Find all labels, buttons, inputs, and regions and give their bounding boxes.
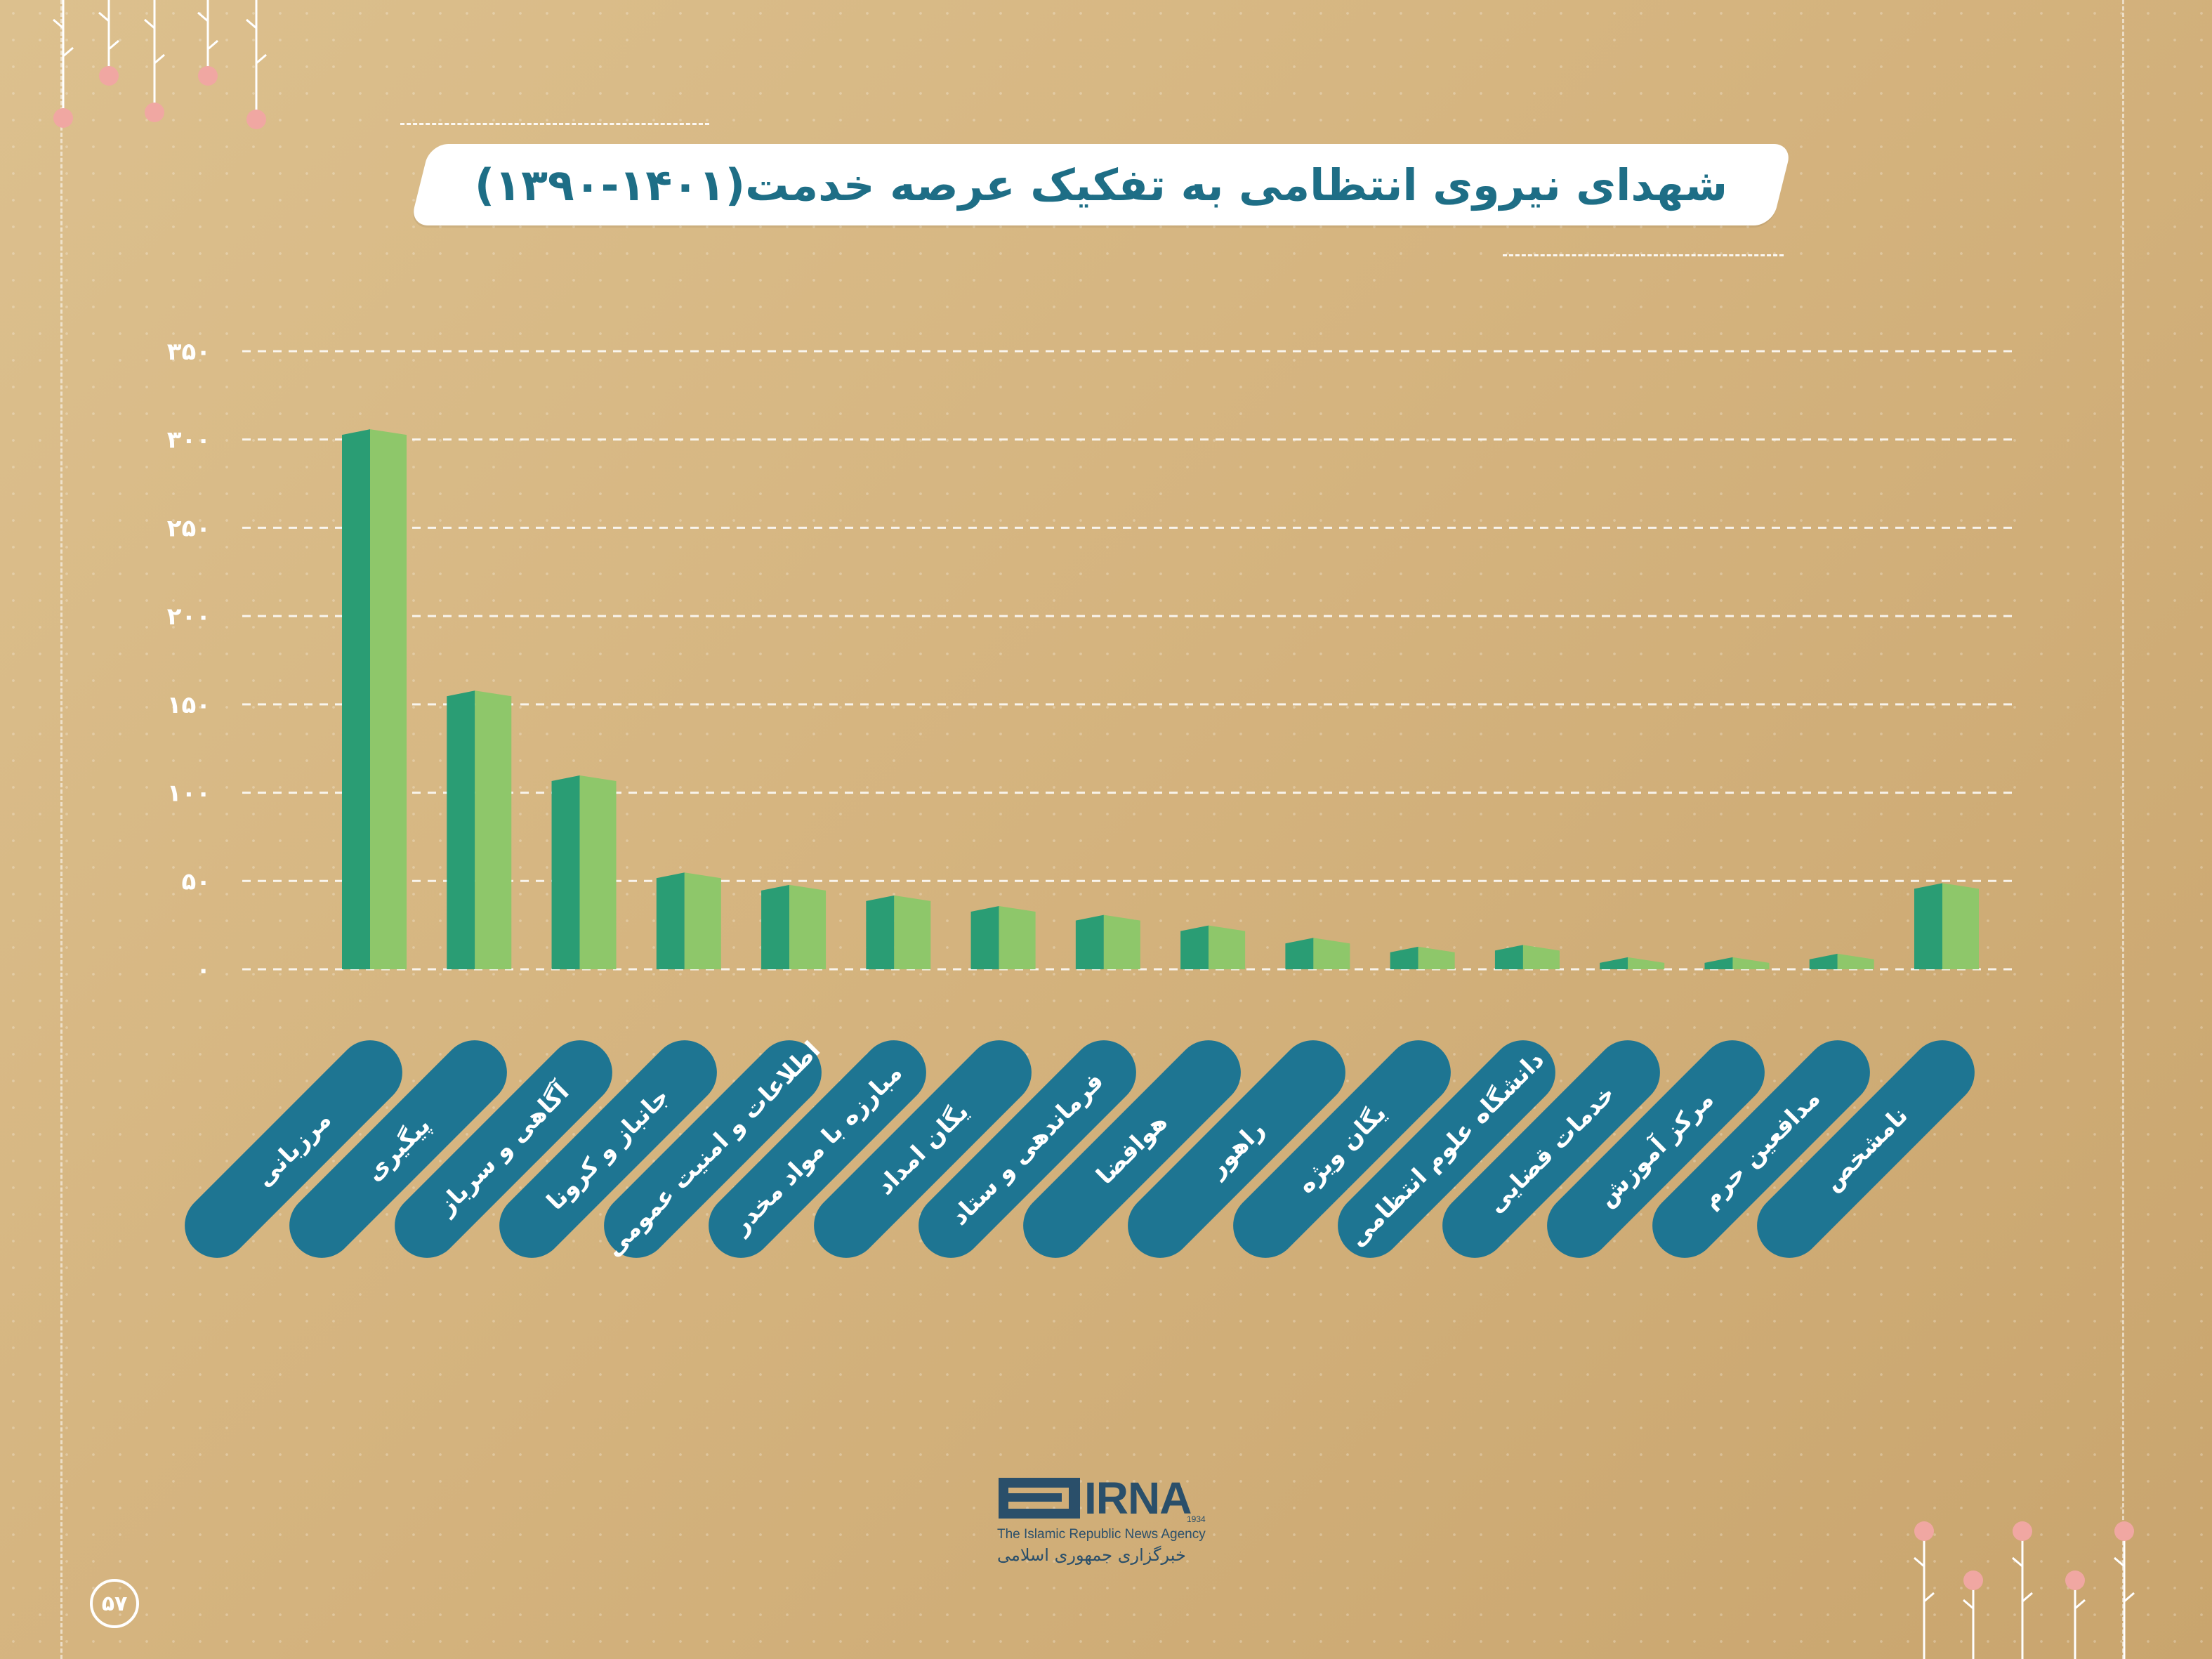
bar-front-face xyxy=(970,906,999,969)
bar-front-face xyxy=(1285,938,1314,969)
bar-front-face xyxy=(1914,883,1942,969)
bar xyxy=(1180,925,1246,969)
bar-front-face xyxy=(1390,946,1418,969)
bar-side-face xyxy=(370,429,407,969)
bar-side-face xyxy=(1522,945,1560,969)
bar-side-face xyxy=(684,872,721,969)
bar-front-face xyxy=(342,429,370,969)
bar-side-face xyxy=(579,775,617,969)
bar-side-face xyxy=(999,906,1036,969)
y-tick-label: ۳۵۰ xyxy=(167,338,211,366)
bar xyxy=(447,690,512,969)
page-number: ۵۷ xyxy=(90,1579,139,1628)
bar-side-face xyxy=(1209,925,1246,969)
y-tick-label: ۰ xyxy=(196,956,211,984)
bar-front-face xyxy=(1809,953,1838,969)
bar xyxy=(551,775,617,969)
bar-front-face xyxy=(1600,957,1628,969)
logo-wordmark: IRNA xyxy=(1084,1473,1192,1523)
bar xyxy=(1600,957,1665,969)
bar-side-face xyxy=(789,884,827,969)
bar-side-face xyxy=(894,895,931,969)
bar-front-face xyxy=(1704,957,1733,969)
bar-front-face xyxy=(866,895,895,969)
y-tick-labels: ۰ ۵۰ ۱۰۰ ۱۵۰ ۲۰۰ ۲۵۰ ۳۰۰ ۳۵۰ xyxy=(167,338,211,984)
y-tick-label: ۲۵۰ xyxy=(167,514,211,542)
bar xyxy=(1809,953,1874,969)
irna-logo: IRNA 1934 The Islamic Republic News Agen… xyxy=(997,1472,1222,1578)
bar xyxy=(761,884,827,969)
bar xyxy=(866,895,931,969)
bar-front-face xyxy=(1180,925,1209,969)
bar xyxy=(1075,914,1140,969)
y-tick-label: ۱۰۰ xyxy=(167,780,211,808)
right-frame-line xyxy=(2122,0,2124,1659)
logo-persian-name: خبرگزاری جمهوری اسلامی xyxy=(997,1545,1186,1565)
bar-side-face xyxy=(1313,938,1350,969)
bar-side-face xyxy=(475,690,512,969)
bar-front-face xyxy=(551,775,580,969)
bar xyxy=(970,906,1036,969)
logo-english-name: The Islamic Republic News Agency xyxy=(997,1527,1206,1542)
bars xyxy=(342,429,1979,969)
bar xyxy=(1914,883,1979,969)
y-tick-label: ۲۰۰ xyxy=(167,603,211,631)
bar-side-face xyxy=(1837,953,1874,969)
bar xyxy=(656,872,721,969)
bar-front-face xyxy=(447,690,475,969)
chart-title: شهدای نیروی انتظامی به تفکیک عرصه خدمت(۱… xyxy=(474,159,1728,211)
flower-decoration-bottom-right xyxy=(1914,1521,2135,1659)
bar xyxy=(342,429,407,969)
y-tick-label: ۵۰ xyxy=(181,867,211,896)
title-dash-top xyxy=(400,123,709,125)
bar-side-face xyxy=(1732,957,1770,969)
bar-side-face xyxy=(1418,946,1455,969)
bar xyxy=(1285,938,1350,969)
bar xyxy=(1494,945,1560,969)
bar-side-face xyxy=(1628,957,1665,969)
bar-front-face xyxy=(1494,945,1523,969)
left-frame-line xyxy=(60,0,62,1659)
title-dash-bottom xyxy=(1503,254,1784,256)
irna-emblem-icon xyxy=(999,1478,1080,1519)
y-tick-label: ۳۰۰ xyxy=(167,426,211,454)
bar xyxy=(1704,957,1770,969)
logo-year: 1934 xyxy=(1187,1514,1206,1524)
y-tick-label: ۱۵۰ xyxy=(167,691,211,719)
bar xyxy=(1390,946,1455,969)
bar-side-face xyxy=(1103,914,1140,969)
bar-front-face xyxy=(1075,914,1104,969)
bar-front-face xyxy=(656,872,685,969)
flower-decoration-top-left xyxy=(53,0,267,129)
bar-front-face xyxy=(761,884,790,969)
bar-side-face xyxy=(1942,883,1979,969)
bar-chart: ۰ ۵۰ ۱۰۰ ۱۵۰ ۲۰۰ ۲۵۰ ۳۰۰ ۳۵۰ xyxy=(167,338,2015,984)
